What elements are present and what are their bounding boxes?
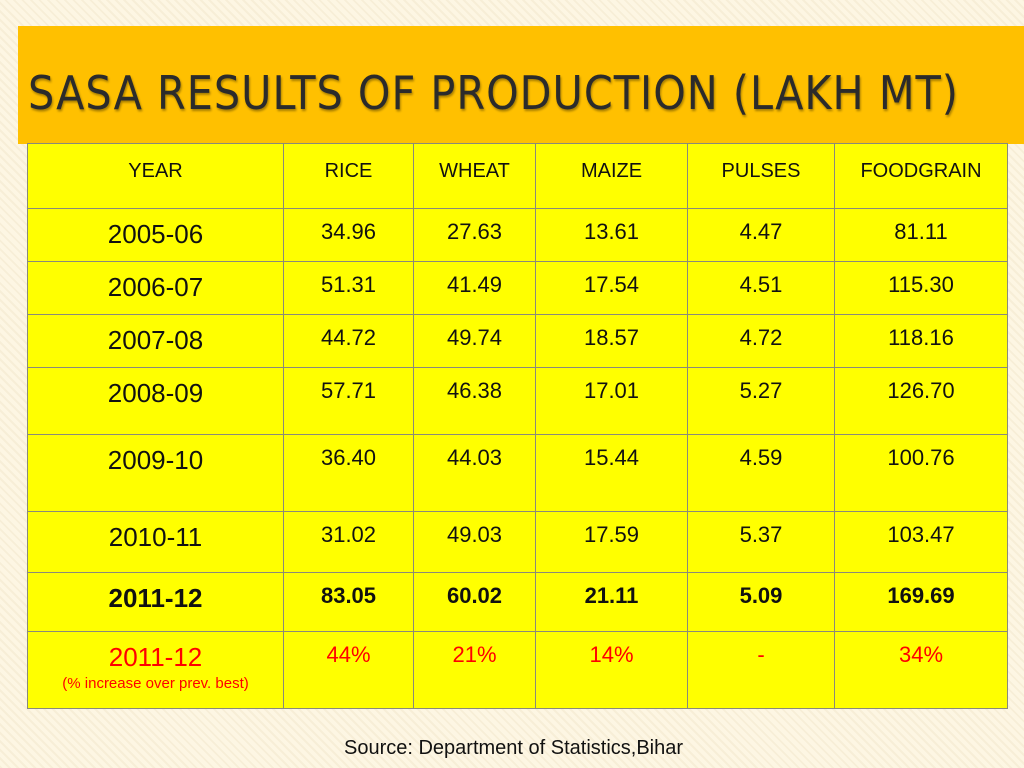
- wheat-cell: 27.63: [413, 208, 536, 262]
- wheat-cell: 44.03: [413, 434, 536, 512]
- table-row-increase: 2011-12 (% increase over prev. best) 44%…: [27, 631, 1008, 709]
- table-row: 2006-07 51.31 41.49 17.54 4.51 115.30: [27, 261, 1008, 315]
- pulses-cell: 4.72: [687, 314, 835, 368]
- foodgrain-cell: 103.47: [834, 511, 1008, 573]
- wheat-cell: 49.03: [413, 511, 536, 573]
- header-foodgrain: FOODGRAIN: [834, 143, 1008, 209]
- wheat-cell: 41.49: [413, 261, 536, 315]
- rice-cell: 51.31: [283, 261, 414, 315]
- source-note: Source: Department of Statistics,Bihar: [344, 737, 684, 759]
- rice-cell: 36.40: [283, 434, 414, 512]
- table-row: 2010-11 31.02 49.03 17.59 5.37 103.47: [27, 511, 1008, 573]
- maize-cell: 17.54: [535, 261, 688, 315]
- rice-cell: 44%: [283, 631, 414, 709]
- maize-cell: 14%: [535, 631, 688, 709]
- pulses-cell: 5.27: [687, 367, 835, 435]
- maize-cell: 18.57: [535, 314, 688, 368]
- increase-note: (% increase over prev. best): [62, 675, 249, 692]
- pulses-cell: -: [687, 631, 835, 709]
- header-wheat: WHEAT: [413, 143, 536, 209]
- title-bar: [18, 26, 1024, 144]
- foodgrain-cell: 126.70: [834, 367, 1008, 435]
- wheat-cell: 46.38: [413, 367, 536, 435]
- foodgrain-cell: 115.30: [834, 261, 1008, 315]
- rice-cell: 34.96: [283, 208, 414, 262]
- pulses-cell: 5.09: [687, 572, 835, 632]
- foodgrain-cell: 81.11: [834, 208, 1008, 262]
- maize-cell: 17.01: [535, 367, 688, 435]
- header-pulses: PULSES: [687, 143, 835, 209]
- table-row: 2005-06 34.96 27.63 13.61 4.47 81.11: [27, 208, 1008, 262]
- table-row: 2011-12 83.05 60.02 21.11 5.09 169.69: [27, 572, 1008, 632]
- year-cell: 2005-06: [27, 208, 284, 262]
- table-header-row: YEAR RICE WHEAT MAIZE PULSES FOODGRAIN: [27, 143, 1008, 209]
- rice-cell: 31.02: [283, 511, 414, 573]
- pulses-cell: 5.37: [687, 511, 835, 573]
- year-cell: 2011-12: [27, 572, 284, 632]
- header-year: YEAR: [27, 143, 284, 209]
- production-table: YEAR RICE WHEAT MAIZE PULSES FOODGRAIN 2…: [27, 143, 1008, 709]
- year-cell: 2011-12 (% increase over prev. best): [27, 631, 284, 709]
- maize-cell: 13.61: [535, 208, 688, 262]
- pulses-cell: 4.51: [687, 261, 835, 315]
- header-rice: RICE: [283, 143, 414, 209]
- pulses-cell: 4.47: [687, 208, 835, 262]
- table-row: 2007-08 44.72 49.74 18.57 4.72 118.16: [27, 314, 1008, 368]
- year-cell: 2006-07: [27, 261, 284, 315]
- maize-cell: 17.59: [535, 511, 688, 573]
- rice-cell: 83.05: [283, 572, 414, 632]
- foodgrain-cell: 100.76: [834, 434, 1008, 512]
- year-cell: 2008-09: [27, 367, 284, 435]
- year-cell: 2009-10: [27, 434, 284, 512]
- rice-cell: 44.72: [283, 314, 414, 368]
- wheat-cell: 49.74: [413, 314, 536, 368]
- year-label: 2011-12: [108, 642, 203, 672]
- table-row: 2008-09 57.71 46.38 17.01 5.27 126.70: [27, 367, 1008, 435]
- year-cell: 2007-08: [27, 314, 284, 368]
- header-maize: MAIZE: [535, 143, 688, 209]
- table-row: 2009-10 36.40 44.03 15.44 4.59 100.76: [27, 434, 1008, 512]
- foodgrain-cell: 34%: [834, 631, 1008, 709]
- wheat-cell: 21%: [413, 631, 536, 709]
- rice-cell: 57.71: [283, 367, 414, 435]
- foodgrain-cell: 118.16: [834, 314, 1008, 368]
- pulses-cell: 4.59: [687, 434, 835, 512]
- wheat-cell: 60.02: [413, 572, 536, 632]
- maize-cell: 21.11: [535, 572, 688, 632]
- slide-title: SASA RESULTS OF PRODUCTION (LAKH MT): [28, 66, 959, 120]
- foodgrain-cell: 169.69: [834, 572, 1008, 632]
- maize-cell: 15.44: [535, 434, 688, 512]
- year-cell: 2010-11: [27, 511, 284, 573]
